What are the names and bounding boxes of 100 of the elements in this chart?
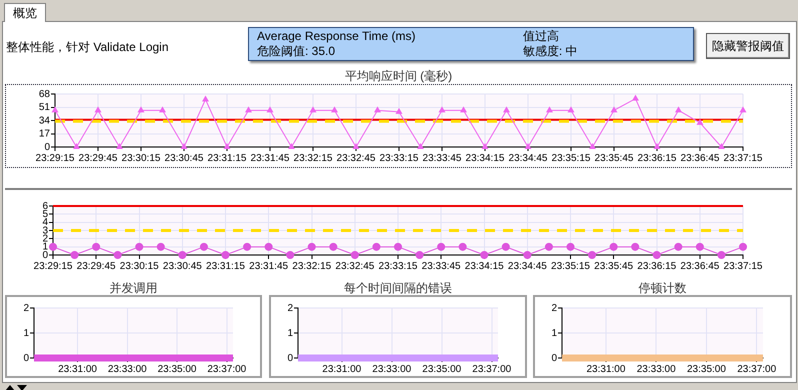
point [632,94,639,101]
x-tick-label: 23:34:45 [508,152,548,164]
point [696,118,704,125]
x-tick-label: 23:36:15 [637,260,677,272]
y-tick-label: 1 [23,328,30,339]
y-tick-label: 51 [38,102,50,113]
x-tick-label: 23:35:00 [158,364,197,375]
y-tick-label: 1 [287,328,294,339]
x-tick-label: 23:36:15 [638,152,677,164]
x-tick-label: 23:31:15 [208,152,247,164]
x-tick-label: 23:34:15 [466,152,505,164]
point [52,106,58,112]
x-tick-label: 23:35:45 [594,260,634,272]
point [610,106,618,112]
x-tick-label: 23:37:00 [207,364,247,375]
point [245,106,252,112]
x-tick-label: 23:37:00 [737,364,777,375]
x-tick-label: 23:30:15 [120,260,160,272]
point [718,143,725,149]
x-tick-label: 23:35:00 [687,364,726,375]
text: 隐藏警报阈值 [706,33,790,59]
chart-title: 平均响应时间 (毫秒) [344,68,454,85]
point [331,106,338,112]
x-tick-label: 23:35:15 [551,260,590,272]
point [73,143,80,149]
y-tick-label: 17 [38,128,50,140]
y-tick-label: 2 [551,302,558,314]
point [180,143,188,149]
y-tick-label: 0 [44,142,50,153]
point [224,143,230,149]
point [396,108,402,114]
y-tick-label: 0 [42,250,48,261]
y-tick-label: 1 [551,328,558,339]
x-tick-label: 23:37:15 [724,260,763,272]
point [94,106,102,112]
point [589,143,596,149]
point [202,95,209,102]
x-tick-label: 23:37:00 [472,364,512,375]
point [374,106,381,112]
point [116,143,123,149]
x-tick-label: 23:37:15 [724,152,763,164]
point [159,106,166,112]
x-tick-label: 23:32:15 [292,260,332,272]
x-tick-label: 23:32:45 [335,260,375,272]
x-tick-label: 23:29:45 [78,152,118,164]
point [654,143,660,149]
y-tick-label: 34 [38,115,50,126]
x-tick-label: 23:33:00 [108,364,148,375]
x-tick-label: 23:30:15 [122,152,161,164]
chart-title: 停顿计数 [638,280,688,297]
point [417,143,424,149]
point [310,106,316,112]
x-tick-label: 23:29:15 [36,152,75,164]
x-tick-label: 23:35:45 [594,152,634,164]
x-tick-label: 23:31:15 [206,260,246,272]
x-tick-label: 23:31:00 [322,364,362,375]
point [482,143,488,149]
x-tick-label: 23:34:15 [464,260,504,272]
x-tick-label: 23:36:45 [680,152,720,164]
x-tick-label: 23:32:45 [336,152,376,164]
x-tick-label: 23:33:45 [422,260,462,272]
x-tick-label: 23:34:45 [508,260,548,272]
x-tick-label: 23:31:00 [586,364,626,375]
point [288,143,295,149]
x-tick-label: 23:33:15 [378,260,418,272]
chart-title: 每个时间间隔的错误 [343,280,453,297]
point [524,143,532,149]
point [138,106,144,112]
x-tick-label: 23:35:15 [552,152,591,164]
x-tick-label: 23:29:15 [34,260,73,272]
y-tick-label: 0 [23,352,30,364]
x-tick-label: 23:32:15 [294,152,333,164]
x-tick-label: 23:33:00 [372,364,412,375]
x-tick-label: 23:29:45 [76,260,116,272]
y-tick-label: 0 [551,352,558,364]
point [546,106,553,112]
y-tick-label: 2 [287,302,294,314]
x-tick-label: 23:35:00 [422,364,462,375]
point [568,106,574,112]
point [460,106,467,112]
x-tick-label: 23:30:45 [164,152,204,164]
x-tick-label: 23:33:45 [422,152,462,164]
x-tick-label: 23:30:45 [162,260,202,272]
y-tick-label: 0 [287,352,294,364]
tooltip-box: Average Response Time (ms) 值过高 危险阈值: 35.0 敏感度: 中 [248,27,694,61]
point [740,106,746,112]
x-tick-label: 23:31:45 [250,152,290,164]
x-tick-label: 23:33:15 [380,152,419,164]
text: 整体性能，针对 Validate Login [6,39,169,56]
y-tick-label: 2 [23,302,30,314]
y-tick-label: 68 [38,88,50,100]
x-tick-label: 23:31:45 [249,260,289,272]
point [438,106,446,112]
x-tick-label: 23:36:45 [680,260,720,272]
point [675,106,682,112]
x-tick-label: 23:33:00 [636,364,676,375]
chart-title: 并发调用 [108,280,158,297]
point [503,106,510,112]
point [266,106,274,112]
point [352,143,360,149]
